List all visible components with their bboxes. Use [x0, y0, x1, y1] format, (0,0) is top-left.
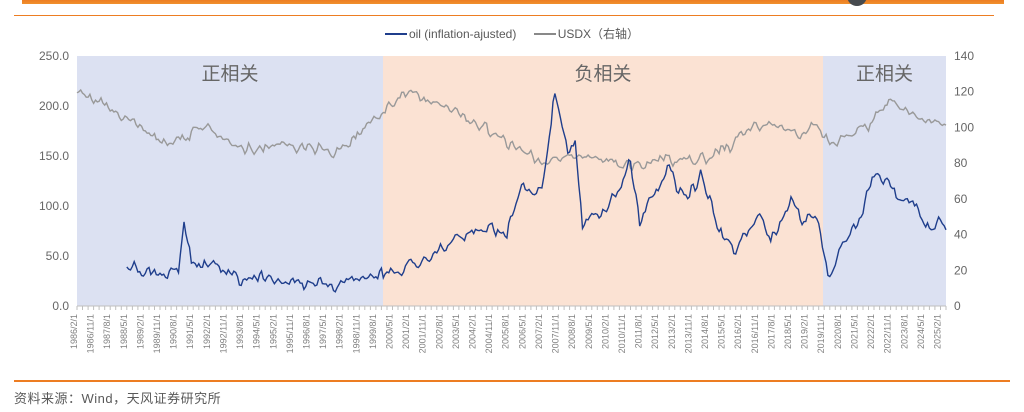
svg-text:1991/5/1: 1991/5/1 [185, 314, 195, 349]
svg-text:1992/11/1: 1992/11/1 [218, 314, 228, 353]
svg-text:正相关: 正相关 [856, 63, 913, 85]
svg-text:2002/8/1: 2002/8/1 [434, 314, 444, 349]
svg-text:2024/5/1: 2024/5/1 [916, 314, 926, 349]
svg-text:20: 20 [954, 263, 968, 277]
svg-text:2025/2/1: 2025/2/1 [933, 314, 943, 349]
svg-text:2008/8/1: 2008/8/1 [567, 314, 577, 349]
svg-text:2015/5/1: 2015/5/1 [717, 314, 727, 349]
svg-text:2004/2/1: 2004/2/1 [468, 314, 478, 349]
svg-text:200.0: 200.0 [39, 99, 69, 113]
svg-text:2005/8/1: 2005/8/1 [501, 314, 511, 349]
svg-text:100.0: 100.0 [39, 199, 69, 213]
svg-text:2006/5/1: 2006/5/1 [517, 314, 527, 349]
svg-text:2020/8/1: 2020/8/1 [833, 314, 843, 349]
svg-text:250.0: 250.0 [39, 49, 69, 63]
svg-text:50.0: 50.0 [46, 249, 70, 263]
svg-text:2017/8/1: 2017/8/1 [766, 314, 776, 349]
svg-text:2001/2/1: 2001/2/1 [401, 314, 411, 349]
svg-text:1989/11/1: 1989/11/1 [152, 314, 162, 353]
svg-text:1995/11/1: 1995/11/1 [285, 314, 295, 353]
svg-text:2007/2/1: 2007/2/1 [534, 314, 544, 349]
svg-text:2011/8/1: 2011/8/1 [634, 314, 644, 348]
svg-text:40: 40 [954, 228, 968, 242]
svg-text:140: 140 [954, 49, 974, 63]
svg-text:2016/11/1: 2016/11/1 [750, 314, 760, 353]
svg-text:1989/2/1: 1989/2/1 [135, 314, 145, 349]
svg-text:60: 60 [954, 192, 968, 206]
svg-text:2004/11/1: 2004/11/1 [484, 314, 494, 353]
svg-text:80: 80 [954, 156, 968, 170]
svg-text:2018/5/1: 2018/5/1 [783, 314, 793, 349]
svg-text:0.0: 0.0 [52, 299, 69, 313]
svg-text:1987/8/1: 1987/8/1 [102, 314, 112, 349]
svg-text:2016/2/1: 2016/2/1 [733, 314, 743, 349]
svg-text:2003/5/1: 2003/5/1 [451, 314, 461, 349]
svg-text:1996/8/1: 1996/8/1 [302, 314, 312, 349]
svg-text:1998/2/1: 1998/2/1 [335, 314, 345, 349]
svg-text:2013/11/1: 2013/11/1 [683, 314, 693, 353]
svg-text:2001/11/1: 2001/11/1 [418, 314, 428, 353]
svg-text:0: 0 [954, 299, 961, 313]
svg-text:负相关: 负相关 [574, 63, 631, 85]
svg-text:150.0: 150.0 [39, 149, 69, 163]
svg-text:2013/2/1: 2013/2/1 [667, 314, 677, 349]
svg-text:1994/5/1: 1994/5/1 [252, 314, 262, 349]
svg-text:1998/11/1: 1998/11/1 [351, 314, 361, 353]
svg-text:1997/5/1: 1997/5/1 [318, 314, 328, 349]
svg-text:2022/11/1: 2022/11/1 [883, 314, 893, 353]
svg-text:2012/5/1: 2012/5/1 [650, 314, 660, 349]
svg-text:2010/2/1: 2010/2/1 [600, 314, 610, 349]
svg-text:2022/2/1: 2022/2/1 [866, 314, 876, 349]
svg-text:2000/5/1: 2000/5/1 [385, 314, 395, 349]
svg-text:2010/11/1: 2010/11/1 [617, 314, 627, 353]
svg-text:120: 120 [954, 85, 974, 99]
svg-text:1986/2/1: 1986/2/1 [69, 314, 79, 349]
svg-text:2019/11/1: 2019/11/1 [816, 314, 826, 353]
svg-text:1990/8/1: 1990/8/1 [169, 314, 179, 349]
svg-text:1986/11/1: 1986/11/1 [86, 314, 96, 353]
svg-text:2009/5/1: 2009/5/1 [584, 314, 594, 349]
svg-text:1995/2/1: 1995/2/1 [268, 314, 278, 349]
svg-text:2019/2/1: 2019/2/1 [800, 314, 810, 349]
svg-text:正相关: 正相关 [201, 63, 258, 85]
svg-text:1992/2/1: 1992/2/1 [202, 314, 212, 349]
svg-text:2023/8/1: 2023/8/1 [899, 314, 909, 349]
svg-text:2014/8/1: 2014/8/1 [700, 314, 710, 349]
svg-text:1988/5/1: 1988/5/1 [119, 314, 129, 349]
svg-text:100: 100 [954, 120, 974, 134]
svg-text:2007/11/1: 2007/11/1 [551, 314, 561, 353]
svg-text:2021/5/1: 2021/5/1 [849, 314, 859, 349]
svg-text:1999/8/1: 1999/8/1 [368, 314, 378, 349]
svg-text:1993/8/1: 1993/8/1 [235, 314, 245, 349]
